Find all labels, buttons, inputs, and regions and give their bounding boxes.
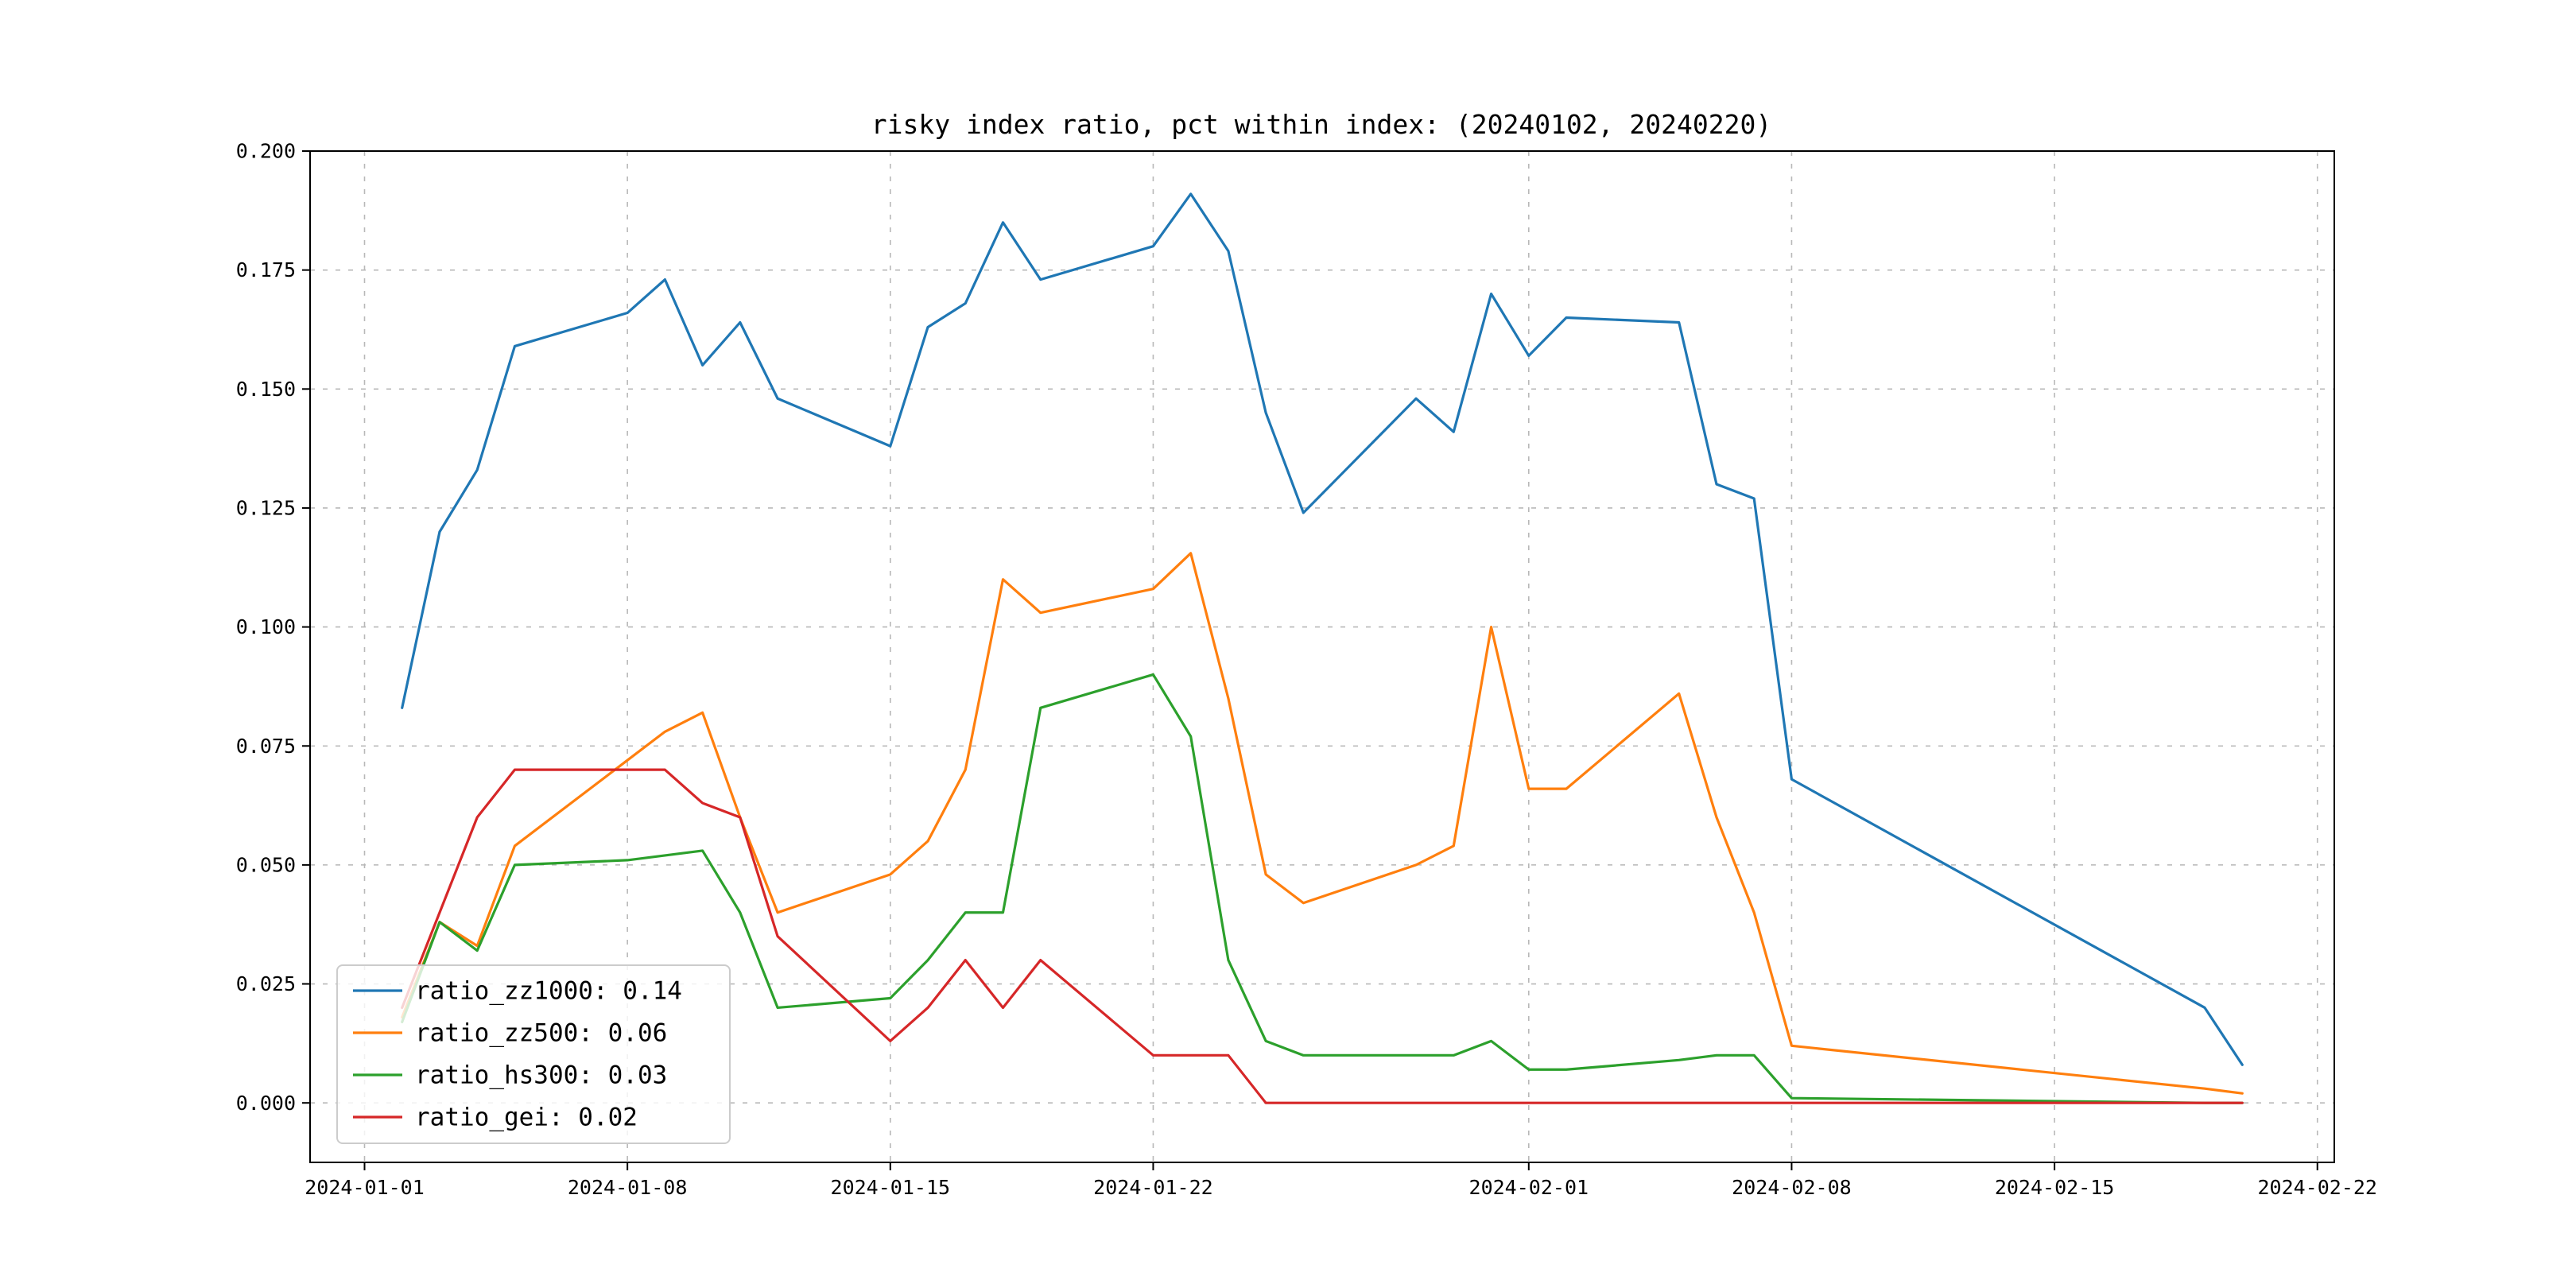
x-tick-label: 2024-01-01 (305, 1176, 425, 1199)
y-tick-label: 0.200 (236, 140, 296, 163)
y-tick-label: 0.125 (236, 497, 296, 520)
x-tick-label: 2024-01-22 (1093, 1176, 1213, 1199)
y-tick-label: 0.100 (236, 615, 296, 638)
series-layer (401, 192, 2244, 1104)
legend-label-ratio_hs300: ratio_hs300: 0.03 (415, 1061, 667, 1090)
legend-label-ratio_zz500: ratio_zz500: 0.06 (415, 1019, 667, 1048)
legend-label-ratio_zz1000: ratio_zz1000: 0.14 (415, 977, 682, 1006)
series-line-ratio_zz1000 (401, 192, 2244, 1066)
y-tick-label: 0.075 (236, 735, 296, 758)
plot-border (309, 150, 2335, 1163)
x-tick-label: 2024-01-15 (831, 1176, 951, 1199)
y-tick-label: 0.000 (236, 1092, 296, 1115)
x-tick-label: 2024-02-22 (2257, 1176, 2377, 1199)
legend-box (336, 964, 731, 1144)
y-tick-label: 0.050 (236, 853, 296, 876)
x-tick-label: 2024-01-08 (568, 1176, 688, 1199)
x-tick-label: 2024-02-08 (1732, 1176, 1852, 1199)
series-line-ratio_gei (401, 768, 2244, 1104)
y-tick-label: 0.175 (236, 258, 296, 281)
series-line-ratio_zz500 (401, 552, 2244, 1095)
series-line-ratio_hs300 (401, 673, 2244, 1104)
x-tick-label: 2024-02-15 (1995, 1176, 2115, 1199)
y-tick-label: 0.025 (236, 972, 296, 995)
legend: ratio_zz1000: 0.14 ratio_zz500: 0.06 ratio… (336, 964, 731, 1144)
y-tick-label: 0.150 (236, 378, 296, 401)
chart-title: risky index ratio, pct within index: (20… (871, 109, 1771, 140)
x-tick-label: 2024-02-01 (1469, 1176, 1589, 1199)
axis-ticks: 2024-01-01 2024-01-08 2024-01-15 2024-01-22… (236, 140, 2377, 1199)
legend-label-ratio_gei: ratio_gei: 0.02 (415, 1104, 638, 1132)
